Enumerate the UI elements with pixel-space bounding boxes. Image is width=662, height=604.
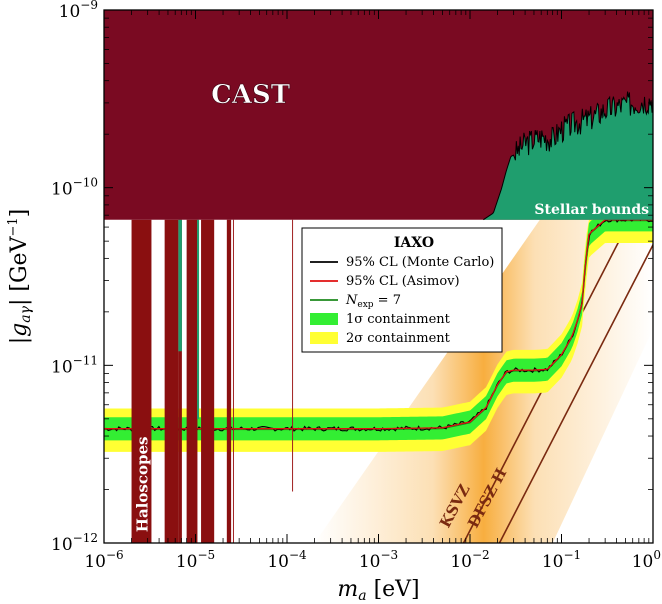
x-tick-label: 10−4 [267,548,307,572]
haloscope-bar [164,219,179,543]
haloscope-bar [226,219,232,543]
haloscope-green-spike [178,219,182,352]
legend-entry-label: 95% CL (Monte Carlo) [346,255,494,270]
sigma1-band [104,219,653,441]
dfsz-line [498,243,653,543]
legend-entry-label: 95% CL (Asimov) [346,274,460,289]
y-tick-label: 10−11 [51,353,98,377]
x-tick-label: 10−6 [84,548,123,572]
legend-title: IAXO [394,235,434,251]
stellar-bounds-region [483,91,653,220]
haloscopes-label: Haloscopes [133,437,151,533]
haloscope-green-spike [197,219,200,419]
y-tick-label: 10−12 [51,531,98,555]
legend-entry-label: 2σ containment [346,331,451,346]
ksvz-line [462,173,653,543]
haloscope-bar [131,219,152,543]
x-tick-label: 10−1 [542,548,581,572]
x-tick-label: 100 [632,548,661,572]
x-tick-label: 10−3 [359,548,398,572]
legend-entry-label: Nexp = 7 [345,293,401,310]
haloscope-bar [186,219,198,543]
y-axis-title: |gaγ| [GeV−1] [6,209,34,344]
haloscope-bar [178,219,182,543]
stellar-bounds-edge [483,91,653,221]
x-tick-label: 10−5 [176,548,215,572]
legend-band-swatch [310,313,338,325]
cast-label: CAST [211,80,291,110]
haloscope-bar [201,219,215,543]
legend-box [301,227,503,353]
legend-band-swatch [310,332,338,344]
x-tick-label: 10−2 [450,548,489,572]
legend-entry-label: 1σ containment [346,312,451,327]
stellar-bounds-label: Stellar bounds [534,202,649,218]
y-tick-label: 10−10 [51,176,98,200]
y-tick-label: 10−9 [59,0,98,22]
x-axis-title: ma [eV] [337,577,419,604]
